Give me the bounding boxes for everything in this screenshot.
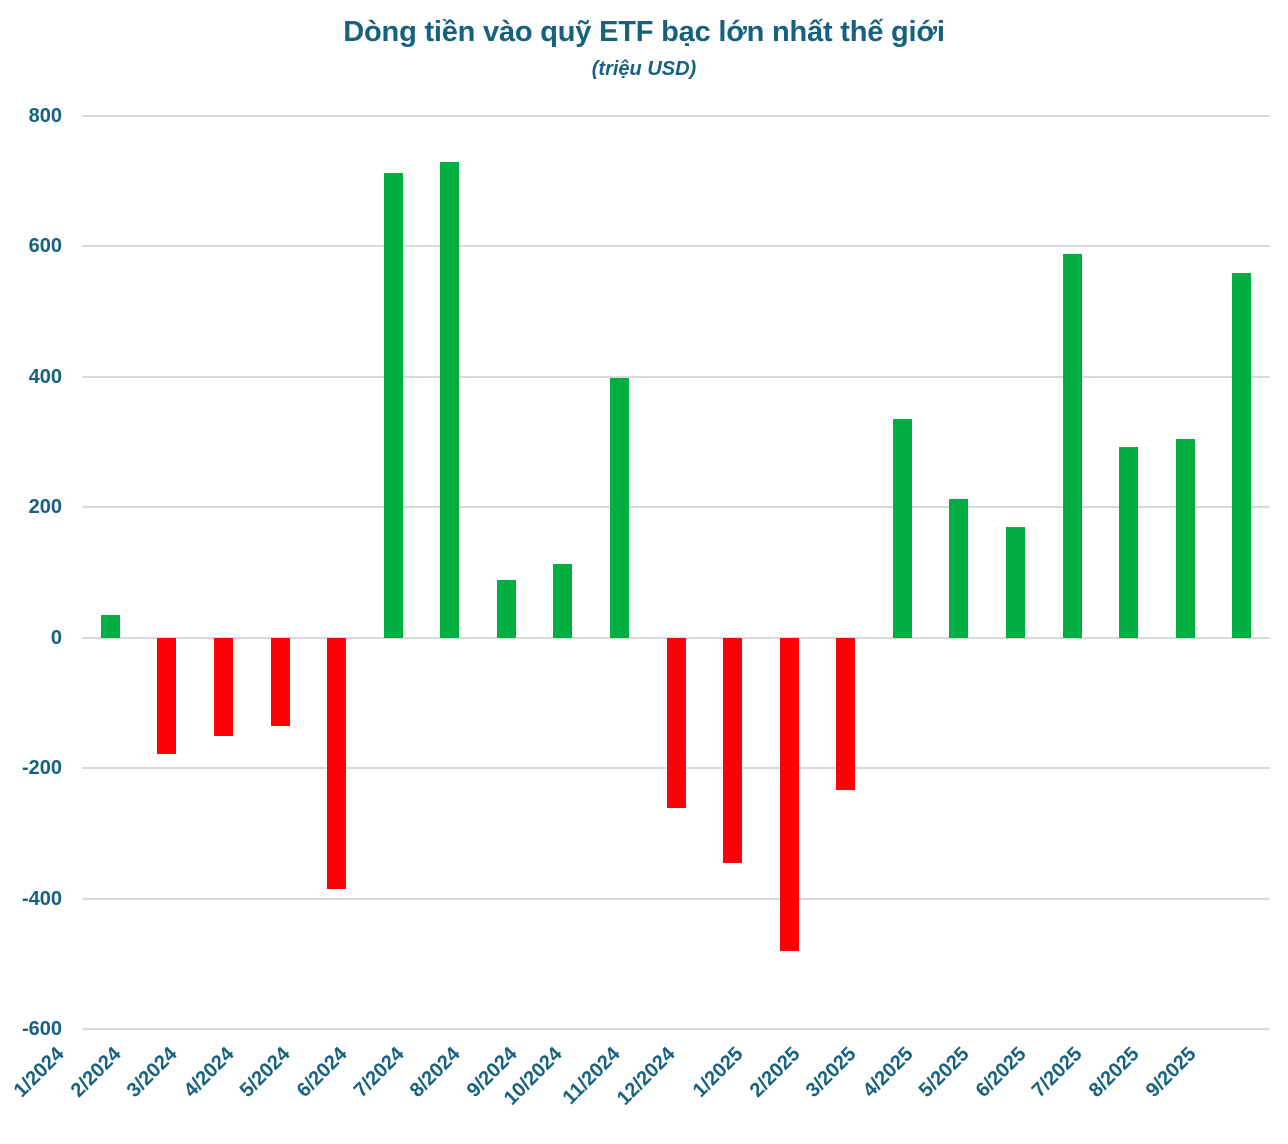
bar-7-2024: [440, 162, 460, 638]
y-tick-label: -600: [21, 1018, 62, 1040]
x-tick-label: 7/2024: [349, 1043, 409, 1102]
gridline: [82, 506, 1270, 509]
bar-10-2024: [609, 378, 629, 638]
x-tick-label: 2/2025: [745, 1043, 805, 1102]
x-tick-label: 7/2025: [1028, 1043, 1087, 1102]
bar-5-2025: [1005, 526, 1025, 638]
x-tick-label: 2/2024: [66, 1043, 126, 1102]
x-tick-label: 3/2025: [801, 1043, 861, 1102]
bar-3-2025: [892, 418, 912, 638]
y-tick-label: 800: [28, 105, 62, 127]
x-tick-label: 12/2024: [613, 1043, 680, 1110]
bar-7-2025: [1119, 446, 1139, 638]
chart-subtitle: (triệu USD): [591, 58, 697, 80]
x-tick-label: 9/2025: [1141, 1043, 1201, 1102]
x-tick-label: 11/2024: [558, 1043, 625, 1109]
x-tick-label: 5/2025: [914, 1043, 974, 1102]
bar-6-2025: [1062, 253, 1082, 638]
bar-1-2024: [100, 614, 120, 638]
y-tick-label: 400: [28, 365, 62, 388]
y-tick-label: 200: [28, 496, 62, 519]
x-tick-label: 6/2025: [971, 1043, 1031, 1102]
x-tick-label: 4/2024: [179, 1043, 239, 1102]
bar-9-2024: [553, 564, 573, 638]
y-tick-label: -400: [21, 887, 62, 910]
bar-5-2024: [327, 637, 347, 890]
bar-1-2025: [779, 637, 799, 952]
bar-2-2024: [157, 637, 177, 754]
gridline: [82, 115, 1270, 117]
bar-2-2025: [836, 637, 856, 791]
gridline: [82, 245, 1270, 248]
bar-12-2024: [723, 637, 743, 864]
x-tick-label: 4/2025: [858, 1043, 918, 1102]
y-tick-label: 0: [50, 626, 62, 649]
gridline: [82, 375, 1270, 378]
bar-4-2025: [949, 499, 969, 638]
x-tick-label: 1/2025: [688, 1043, 748, 1102]
y-tick-label: -200: [21, 757, 62, 780]
x-tick-label: 3/2024: [122, 1043, 182, 1102]
bar-8-2025: [1175, 439, 1195, 638]
bar-11-2024: [666, 637, 686, 808]
bar-6-2024: [383, 173, 403, 638]
x-tick-label: 6/2024: [292, 1043, 352, 1102]
gridline: [82, 1028, 1270, 1030]
chart-title: Dòng tiền vào quỹ ETF bạc lớn nhất thế g…: [343, 16, 945, 48]
bar-4-2024: [270, 637, 290, 726]
x-tick-label: 8/2024: [405, 1043, 465, 1102]
bar-9-2025: [1232, 272, 1252, 638]
bar-8-2024: [496, 580, 516, 638]
y-tick-label: 600: [28, 235, 62, 258]
gridline: [82, 897, 1270, 900]
x-tick-label: 5/2024: [236, 1043, 295, 1102]
bar-3-2024: [213, 637, 233, 737]
x-tick-label: 8/2025: [1084, 1043, 1144, 1102]
x-tick-label: 1/2024: [9, 1043, 69, 1102]
